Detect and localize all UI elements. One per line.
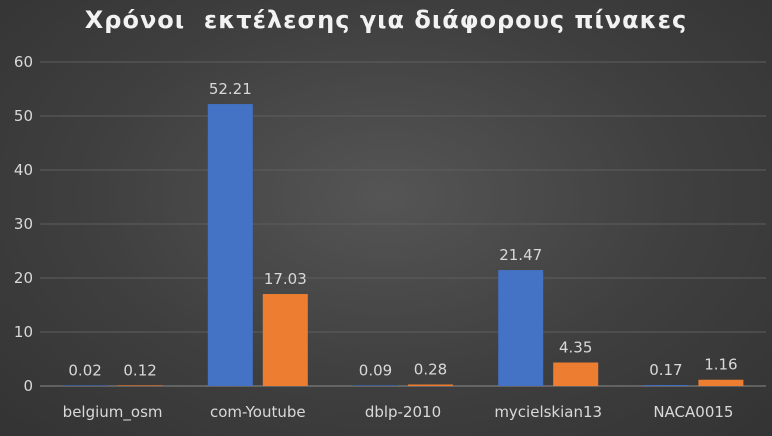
chart-title: Χρόνοι εκτέλεσης για διάφορους πίνακες [84, 6, 688, 34]
bar [498, 270, 544, 386]
bar [117, 385, 163, 386]
x-tick-label: NACA0015 [653, 403, 733, 421]
x-tick-label: com-Youtube [210, 403, 306, 421]
data-label: 0.12 [123, 361, 156, 379]
data-label: 0.09 [359, 361, 392, 379]
bar [262, 294, 308, 386]
y-tick-label: 10 [14, 323, 33, 341]
bar [408, 384, 453, 386]
x-tick-label: belgium_osm [63, 403, 163, 422]
bar [553, 362, 599, 386]
y-tick-label: 60 [14, 53, 33, 71]
data-label: 21.47 [499, 246, 542, 264]
bar [643, 385, 689, 386]
data-label: 1.16 [704, 356, 737, 374]
data-label: 4.35 [559, 339, 592, 357]
bar [62, 385, 108, 386]
data-label: 52.21 [209, 80, 252, 98]
bar [207, 104, 253, 386]
y-tick-label: 30 [14, 215, 33, 233]
data-label: 0.02 [68, 361, 101, 379]
data-label: 17.03 [264, 270, 307, 288]
y-tick-label: 50 [14, 107, 33, 125]
y-tick-label: 20 [14, 269, 33, 287]
x-tick-label: dblp-2010 [365, 403, 441, 421]
y-tick-label: 40 [14, 161, 33, 179]
bar [353, 385, 398, 386]
bar [698, 379, 744, 386]
data-label: 0.28 [414, 360, 447, 378]
y-tick-label: 0 [23, 377, 33, 395]
data-label: 0.17 [649, 361, 682, 379]
x-tick-label: mycielskian13 [494, 403, 602, 421]
